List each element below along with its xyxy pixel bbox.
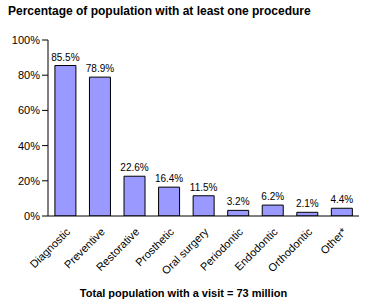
svg-text:3.2%: 3.2% [227,196,250,207]
svg-text:0%: 0% [24,210,40,222]
svg-text:100%: 100% [12,34,40,46]
svg-text:Oral surgery: Oral surgery [159,225,211,277]
svg-text:2.1%: 2.1% [296,198,319,209]
svg-text:40%: 40% [18,140,40,152]
svg-text:Orthodontic: Orthodontic [266,225,315,274]
svg-text:16.4%: 16.4% [155,173,183,184]
svg-text:6.2%: 6.2% [261,191,284,202]
svg-text:78.9%: 78.9% [86,63,114,74]
svg-text:Preventive: Preventive [61,225,107,271]
svg-text:20%: 20% [18,175,40,187]
svg-text:Endodontic: Endodontic [232,225,280,273]
html-text:Total population with a visit: Total population with a visit = 73 milli… [79,287,288,299]
svg-text:60%: 60% [18,104,40,116]
svg-text:Diagnostic: Diagnostic [27,225,73,271]
svg-text:Prosthetic: Prosthetic [132,225,176,269]
svg-text:Restorative: Restorative [94,225,142,273]
svg-text:11.5%: 11.5% [190,182,218,193]
svg-text:Periodontic: Periodontic [197,225,246,273]
html-text:Percentage of population with: Percentage of population with at least o… [8,4,311,18]
svg-text:85.5%: 85.5% [51,52,79,63]
svg-text:22.6%: 22.6% [120,162,148,173]
svg-text:4.4%: 4.4% [330,194,353,205]
svg-text:Other*: Other* [318,225,349,256]
svg-text:80%: 80% [18,69,40,81]
